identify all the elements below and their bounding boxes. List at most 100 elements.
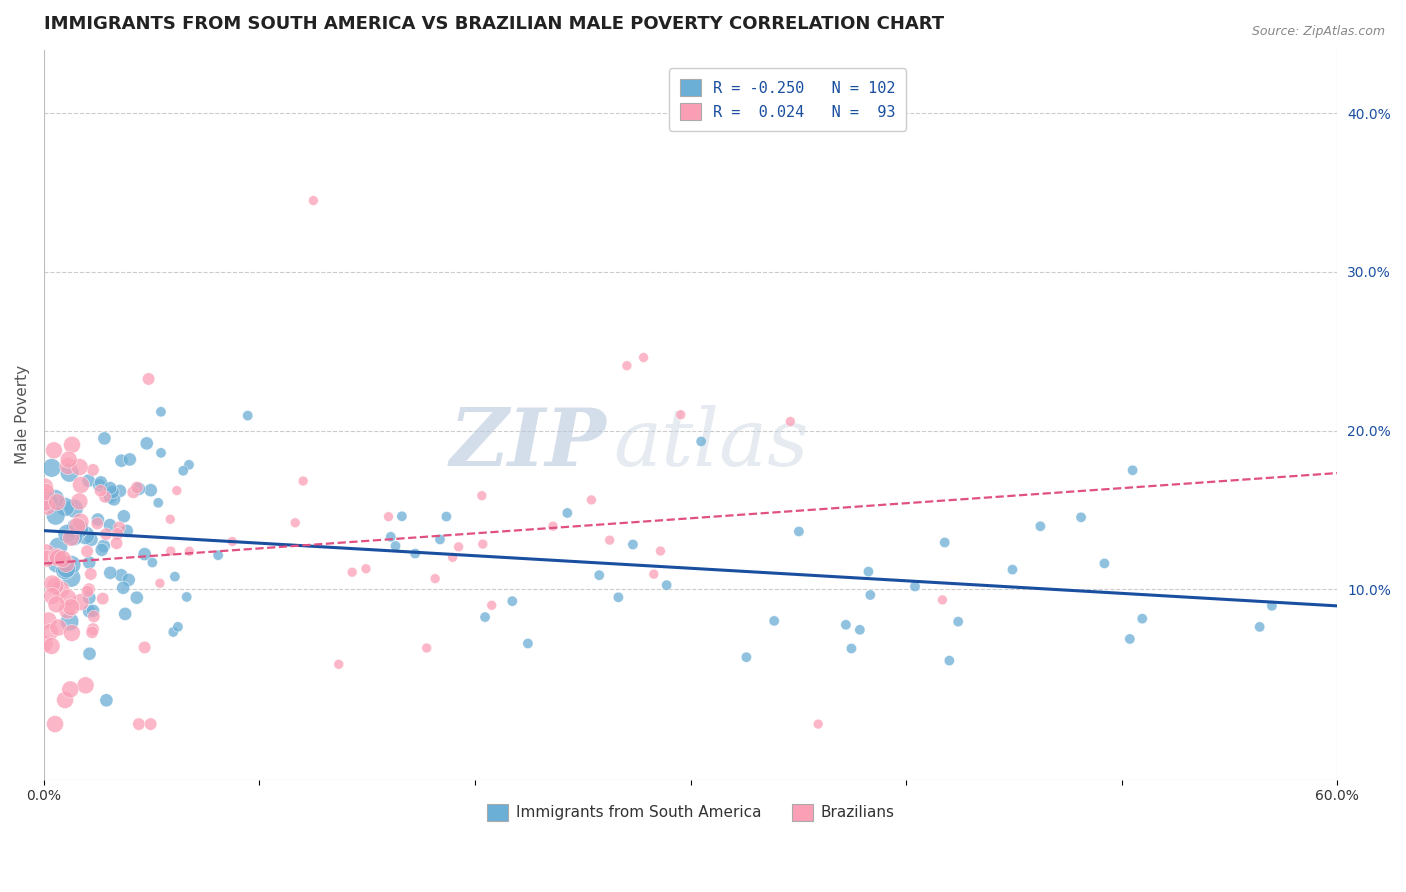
Point [45,557,67,571]
Point [46,551,69,566]
Point [82,604,104,618]
Point [76,584,98,599]
Point [98,481,121,495]
Point [110,453,132,467]
Legend: Immigrants from South America, Brazilians: Immigrants from South America, Brazilian… [481,797,901,827]
Point [807,717,830,731]
Point [77,474,100,488]
Point [149,576,172,591]
Point [655,578,678,592]
Point [59,682,82,697]
Point [115,524,138,538]
Point [79,556,101,570]
Point [149,405,172,419]
Point [34,496,56,510]
Point [67,522,90,536]
Point [429,533,451,547]
Point [63,501,86,516]
Point [938,654,960,668]
Point [1001,563,1024,577]
Point [94,527,117,541]
Point [763,614,786,628]
Point [138,372,160,386]
Point [415,640,437,655]
Point [52,552,75,566]
Point [110,568,132,582]
Point [96,693,118,707]
Point [471,537,494,551]
Point [221,534,243,549]
Point [1122,463,1144,477]
Point [41,589,63,603]
Point [354,562,377,576]
Point [60,626,83,640]
Text: Source: ZipAtlas.com: Source: ZipAtlas.com [1251,25,1385,38]
Point [41,576,63,591]
Point [44,579,66,593]
Y-axis label: Male Poverty: Male Poverty [15,365,30,464]
Point [134,640,156,655]
Point [45,549,67,564]
Point [69,595,91,609]
Point [60,571,83,585]
Point [62,529,84,543]
Point [650,544,672,558]
Point [1029,519,1052,533]
Point [93,431,115,445]
Point [58,615,80,629]
Point [931,593,953,607]
Point [89,478,111,492]
Point [83,609,105,624]
Point [159,512,181,526]
Point [94,490,117,504]
Text: atlas: atlas [613,405,808,483]
Point [384,539,406,553]
Point [77,604,100,618]
Point [80,533,103,547]
Point [87,512,110,526]
Point [139,483,162,498]
Point [284,516,307,530]
Point [380,530,402,544]
Point [34,637,56,651]
Point [128,482,150,496]
Point [70,478,93,492]
Point [141,556,163,570]
Point [79,591,101,605]
Point [90,475,112,490]
Point [60,558,83,572]
Point [328,657,350,672]
Point [105,527,128,541]
Point [45,508,67,523]
Point [134,547,156,561]
Point [541,519,564,533]
Point [581,492,603,507]
Point [471,489,494,503]
Point [849,623,872,637]
Point [37,614,59,628]
Point [841,641,863,656]
Point [44,491,66,506]
Point [67,494,90,508]
Point [643,567,665,582]
Point [434,509,457,524]
Point [41,639,63,653]
Point [166,483,188,498]
Point [669,408,692,422]
Point [45,598,67,612]
Point [441,550,464,565]
Point [162,624,184,639]
Point [118,452,141,467]
Point [41,461,63,475]
Point [66,524,89,539]
Point [588,568,610,582]
Point [76,544,98,558]
Point [60,531,83,545]
Point [98,518,121,533]
Point [423,572,446,586]
Point [391,509,413,524]
Point [39,625,62,640]
Point [125,481,148,495]
Point [82,625,104,640]
Point [105,536,128,550]
